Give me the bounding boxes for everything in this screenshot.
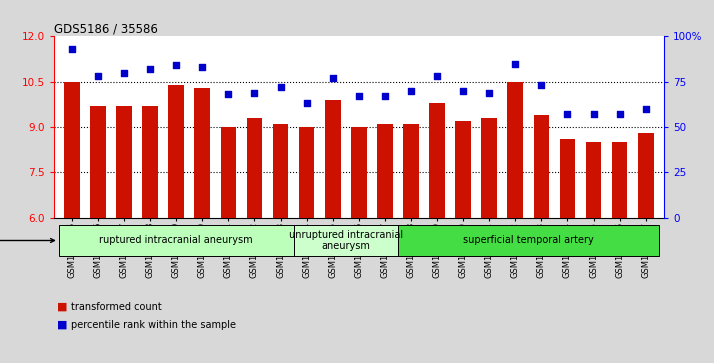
Point bbox=[248, 90, 260, 95]
Point bbox=[406, 88, 417, 94]
Point bbox=[640, 106, 651, 112]
Bar bbox=[90, 106, 106, 218]
Bar bbox=[298, 127, 314, 218]
Point bbox=[196, 64, 208, 70]
Bar bbox=[293, 225, 398, 256]
Point bbox=[431, 73, 443, 79]
Bar bbox=[221, 127, 236, 218]
Bar bbox=[403, 124, 419, 218]
Bar bbox=[142, 106, 158, 218]
Bar bbox=[194, 88, 210, 218]
Point bbox=[536, 82, 547, 88]
Text: tissue: tissue bbox=[0, 236, 54, 245]
Text: percentile rank within the sample: percentile rank within the sample bbox=[71, 320, 236, 330]
Bar bbox=[638, 133, 653, 218]
Text: ruptured intracranial aneurysm: ruptured intracranial aneurysm bbox=[99, 236, 253, 245]
Point bbox=[223, 91, 234, 97]
Bar bbox=[116, 106, 132, 218]
Point bbox=[144, 66, 156, 72]
Point bbox=[458, 88, 469, 94]
Bar bbox=[481, 118, 497, 218]
Point bbox=[588, 111, 599, 117]
Bar bbox=[377, 124, 393, 218]
Bar bbox=[64, 82, 80, 218]
Point bbox=[301, 101, 312, 106]
Bar bbox=[398, 225, 659, 256]
Bar bbox=[273, 124, 288, 218]
Text: transformed count: transformed count bbox=[71, 302, 162, 312]
Point bbox=[66, 46, 78, 52]
Text: ■: ■ bbox=[57, 320, 68, 330]
Bar bbox=[351, 127, 366, 218]
Point bbox=[171, 62, 182, 68]
Point bbox=[562, 111, 573, 117]
Point bbox=[275, 84, 286, 90]
Point bbox=[92, 73, 104, 79]
Point bbox=[327, 75, 338, 81]
Point bbox=[510, 61, 521, 66]
Bar bbox=[429, 103, 445, 218]
Bar bbox=[59, 225, 293, 256]
Point bbox=[353, 93, 365, 99]
Text: GDS5186 / 35586: GDS5186 / 35586 bbox=[54, 22, 157, 35]
Text: ■: ■ bbox=[57, 302, 68, 312]
Bar bbox=[456, 121, 471, 218]
Bar bbox=[246, 118, 262, 218]
Point bbox=[379, 93, 391, 99]
Bar bbox=[169, 85, 184, 218]
Point bbox=[119, 70, 130, 76]
Bar bbox=[560, 139, 575, 218]
Point bbox=[614, 111, 625, 117]
Text: unruptured intracranial
aneurysm: unruptured intracranial aneurysm bbox=[288, 230, 403, 251]
Point bbox=[483, 90, 495, 95]
Bar bbox=[585, 142, 601, 218]
Bar bbox=[612, 142, 628, 218]
Text: superficial temporal artery: superficial temporal artery bbox=[463, 236, 594, 245]
Bar bbox=[533, 115, 549, 218]
Bar bbox=[508, 82, 523, 218]
Bar bbox=[325, 100, 341, 218]
